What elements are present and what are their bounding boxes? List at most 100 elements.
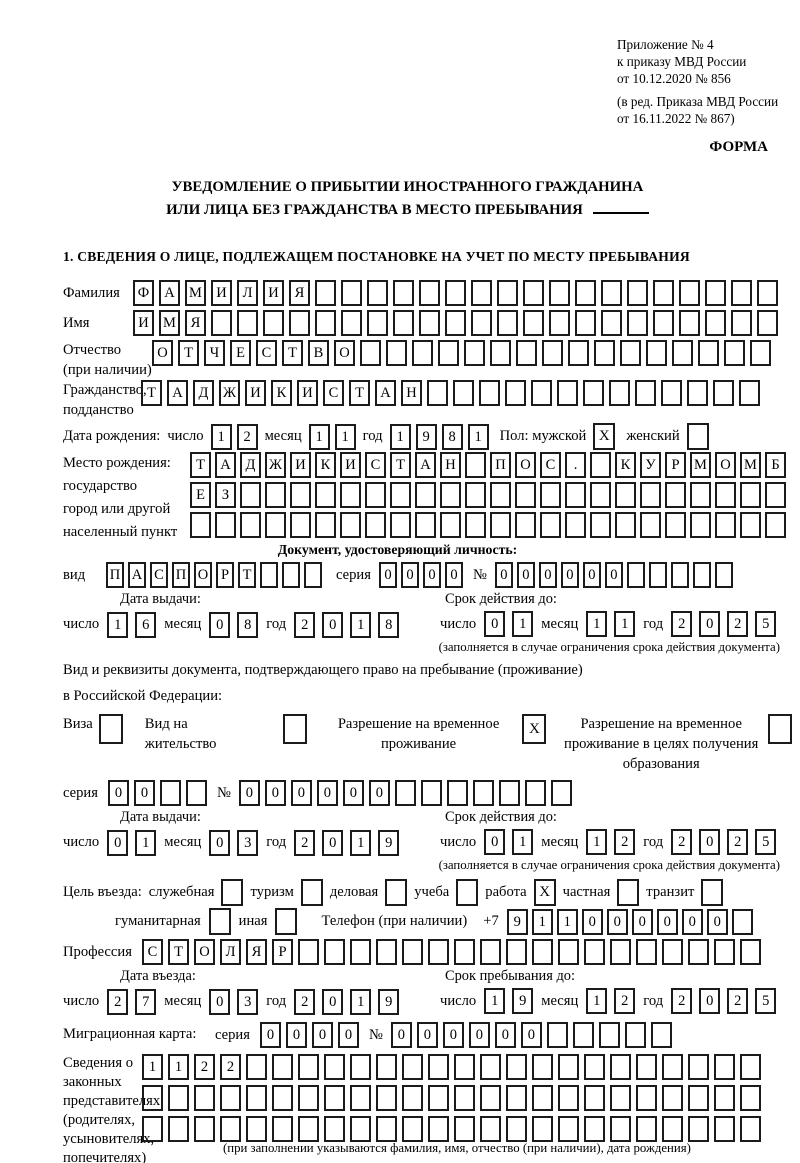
char-box[interactable] bbox=[515, 512, 536, 538]
char-box[interactable]: 9 bbox=[512, 988, 534, 1014]
char-box[interactable] bbox=[661, 380, 682, 406]
char-box[interactable] bbox=[615, 482, 636, 508]
char-box[interactable]: 0 bbox=[311, 1021, 333, 1048]
char-box[interactable] bbox=[420, 780, 442, 806]
char-box[interactable] bbox=[558, 1116, 579, 1142]
char-box[interactable]: 5 bbox=[755, 829, 777, 855]
char-box[interactable]: 0 bbox=[285, 1021, 307, 1048]
char-box[interactable] bbox=[402, 1054, 423, 1080]
char-box[interactable]: 0 bbox=[606, 908, 628, 935]
char-box[interactable] bbox=[419, 280, 440, 306]
char-box[interactable]: 0 bbox=[209, 611, 231, 638]
char-box[interactable] bbox=[237, 310, 258, 336]
char-box[interactable] bbox=[665, 512, 686, 538]
char-box[interactable] bbox=[240, 482, 261, 508]
char-box[interactable] bbox=[575, 280, 596, 306]
char-box[interactable] bbox=[624, 1021, 646, 1048]
char-box[interactable] bbox=[653, 310, 674, 336]
char-box[interactable]: 1 bbox=[350, 988, 372, 1015]
char-box[interactable]: 0 bbox=[368, 780, 390, 806]
char-box[interactable] bbox=[594, 340, 615, 366]
char-box[interactable] bbox=[402, 1085, 423, 1111]
char-box[interactable] bbox=[194, 1116, 215, 1142]
char-box[interactable] bbox=[714, 562, 733, 588]
char-box[interactable] bbox=[546, 1021, 568, 1048]
char-box[interactable]: 0 bbox=[416, 1021, 438, 1048]
char-box[interactable] bbox=[454, 939, 475, 965]
char-box[interactable] bbox=[565, 482, 586, 508]
char-box[interactable]: А bbox=[215, 452, 236, 478]
char-box[interactable]: 3 bbox=[237, 988, 259, 1015]
char-box[interactable] bbox=[610, 1054, 631, 1080]
char-box[interactable] bbox=[304, 562, 322, 588]
char-box[interactable]: К bbox=[271, 380, 292, 406]
char-box[interactable] bbox=[601, 310, 622, 336]
char-box[interactable] bbox=[272, 1085, 293, 1111]
char-box[interactable] bbox=[315, 482, 336, 508]
char-box[interactable]: 2 bbox=[107, 988, 129, 1015]
char-box[interactable]: Е bbox=[230, 340, 251, 366]
char-box[interactable]: Я bbox=[246, 939, 267, 965]
char-box[interactable]: 9 bbox=[415, 423, 437, 450]
char-box[interactable] bbox=[446, 780, 468, 806]
char-box[interactable] bbox=[575, 310, 596, 336]
char-box[interactable] bbox=[740, 482, 761, 508]
char-box[interactable]: Я bbox=[289, 280, 310, 306]
char-box[interactable] bbox=[393, 280, 414, 306]
char-box[interactable] bbox=[367, 280, 388, 306]
char-box[interactable] bbox=[590, 482, 611, 508]
char-box[interactable]: 2 bbox=[614, 829, 636, 855]
char-box[interactable] bbox=[549, 280, 570, 306]
char-box[interactable]: 0 bbox=[209, 988, 231, 1015]
char-box[interactable] bbox=[627, 310, 648, 336]
char-box[interactable] bbox=[367, 310, 388, 336]
char-box[interactable]: Ч bbox=[204, 340, 225, 366]
purpose-humanitarian-checkbox[interactable] bbox=[208, 908, 231, 935]
char-box[interactable] bbox=[598, 1021, 620, 1048]
char-box[interactable] bbox=[714, 1085, 735, 1111]
char-box[interactable] bbox=[498, 780, 520, 806]
temp-residence-education-checkbox[interactable] bbox=[767, 714, 792, 744]
char-box[interactable]: 0 bbox=[468, 1021, 490, 1048]
char-box[interactable] bbox=[220, 1085, 241, 1111]
char-box[interactable]: И bbox=[340, 452, 361, 478]
char-box[interactable] bbox=[497, 280, 518, 306]
char-box[interactable]: 1 bbox=[586, 611, 608, 637]
char-box[interactable] bbox=[636, 1116, 657, 1142]
char-box[interactable]: Т bbox=[190, 452, 211, 478]
char-box[interactable]: 1 bbox=[586, 829, 608, 855]
char-box[interactable]: И bbox=[263, 280, 284, 306]
char-box[interactable]: Б bbox=[765, 452, 786, 478]
char-box[interactable] bbox=[572, 1021, 594, 1048]
char-box[interactable] bbox=[390, 482, 411, 508]
char-box[interactable]: Ж bbox=[219, 380, 240, 406]
char-box[interactable]: 1 bbox=[210, 423, 232, 450]
char-box[interactable]: Я bbox=[185, 310, 206, 336]
char-box[interactable]: 9 bbox=[378, 829, 400, 856]
visa-checkbox[interactable] bbox=[98, 714, 123, 744]
char-box[interactable] bbox=[490, 482, 511, 508]
char-box[interactable] bbox=[532, 1054, 553, 1080]
char-box[interactable] bbox=[360, 340, 381, 366]
char-box[interactable]: Ж bbox=[265, 452, 286, 478]
char-box[interactable]: Н bbox=[401, 380, 422, 406]
char-box[interactable] bbox=[350, 939, 371, 965]
char-box[interactable]: . bbox=[565, 452, 586, 478]
purpose-private-checkbox[interactable] bbox=[617, 878, 640, 906]
female-checkbox[interactable] bbox=[686, 423, 709, 450]
char-box[interactable] bbox=[220, 1116, 241, 1142]
char-box[interactable] bbox=[650, 1021, 672, 1048]
char-box[interactable]: С bbox=[540, 452, 561, 478]
char-box[interactable] bbox=[568, 340, 589, 366]
char-box[interactable] bbox=[390, 512, 411, 538]
char-box[interactable] bbox=[636, 939, 657, 965]
char-box[interactable]: 0 bbox=[107, 829, 129, 856]
char-box[interactable] bbox=[506, 1116, 527, 1142]
char-box[interactable] bbox=[315, 310, 336, 336]
char-box[interactable]: Н bbox=[440, 452, 461, 478]
char-box[interactable] bbox=[445, 310, 466, 336]
char-box[interactable] bbox=[394, 780, 416, 806]
char-box[interactable] bbox=[240, 512, 261, 538]
purpose-official-checkbox[interactable] bbox=[221, 878, 244, 906]
char-box[interactable]: П bbox=[172, 562, 190, 588]
